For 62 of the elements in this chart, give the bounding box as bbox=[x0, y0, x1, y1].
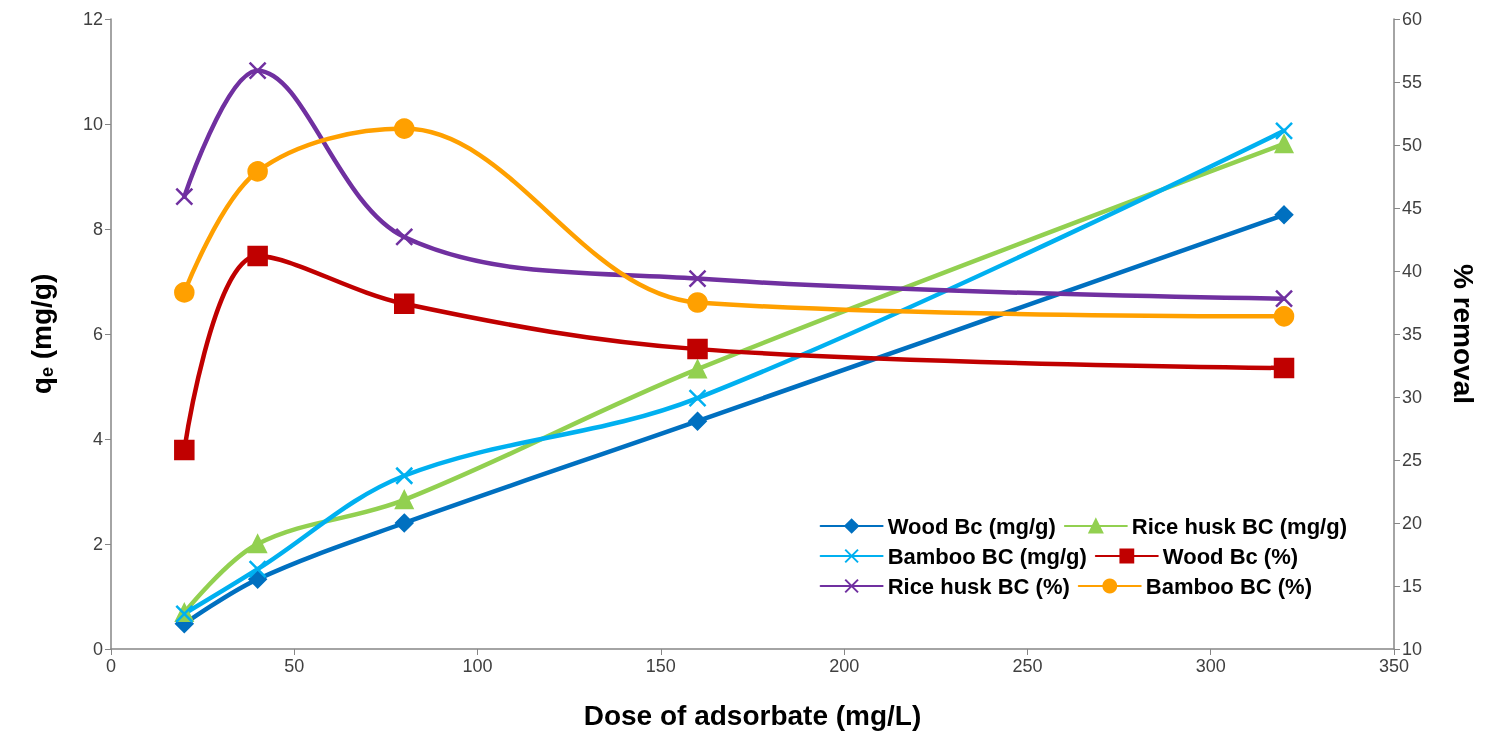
point bbox=[1274, 289, 1294, 308]
point bbox=[175, 187, 194, 206]
x-tick-label: 100 bbox=[462, 656, 493, 676]
point bbox=[394, 118, 415, 139]
y2-tick-label: 45 bbox=[1402, 198, 1423, 218]
y2-axis-title: % removal bbox=[1447, 263, 1479, 405]
point bbox=[1274, 205, 1294, 225]
legend-label: Wood Bc (%) bbox=[1162, 543, 1299, 569]
y-tick-label: 8 bbox=[92, 219, 103, 239]
point bbox=[1273, 357, 1295, 379]
x-tick-label: 50 bbox=[284, 656, 305, 676]
x-tick-label: 250 bbox=[1012, 656, 1043, 676]
point bbox=[395, 227, 414, 247]
y2-tick-label: 35 bbox=[1402, 324, 1423, 344]
y-tick-label: 6 bbox=[92, 324, 103, 344]
legend-label: Bamboo BC (%) bbox=[1145, 573, 1312, 599]
y2-tick-label: 50 bbox=[1402, 135, 1423, 155]
point bbox=[395, 490, 414, 510]
x-tick-label: 150 bbox=[645, 656, 676, 676]
y2-tick-label: 10 bbox=[1402, 639, 1423, 659]
point bbox=[247, 245, 268, 267]
point bbox=[687, 338, 708, 360]
y2-tick-label: 40 bbox=[1402, 261, 1423, 281]
y-tick-label: 12 bbox=[82, 9, 103, 29]
point bbox=[687, 292, 708, 313]
point bbox=[688, 388, 707, 408]
y2-tick-label: 60 bbox=[1402, 9, 1423, 29]
y2-tick-label: 30 bbox=[1402, 387, 1423, 407]
y-axis-title: qe (mg/g) bbox=[25, 273, 57, 395]
x-tick-label: 200 bbox=[829, 656, 860, 676]
point bbox=[688, 359, 707, 379]
x-tick-label: 0 bbox=[105, 656, 117, 676]
point bbox=[395, 466, 414, 485]
x-tick-label: 350 bbox=[1378, 656, 1410, 676]
point bbox=[688, 269, 707, 288]
legend-label: Rice husk BC (%) bbox=[887, 573, 1070, 599]
y2-tick-label: 55 bbox=[1402, 72, 1423, 92]
point bbox=[248, 534, 267, 554]
x-axis-title: Dose of adsorbate (mg/L) bbox=[583, 699, 922, 731]
point bbox=[688, 411, 707, 431]
point bbox=[248, 569, 267, 589]
point bbox=[1274, 134, 1294, 154]
point bbox=[1274, 121, 1294, 141]
y-tick-label: 2 bbox=[92, 534, 103, 554]
legend-label: Wood Bc (mg/g) bbox=[887, 513, 1056, 539]
legend-label: Bamboo BC (mg/g) bbox=[887, 543, 1087, 569]
legend-label: Rice husk BC (mg/g) bbox=[1131, 513, 1348, 539]
y-tick-label: 4 bbox=[92, 429, 103, 449]
point bbox=[174, 282, 195, 303]
point bbox=[247, 161, 268, 182]
point bbox=[174, 439, 195, 461]
point bbox=[1273, 306, 1295, 327]
y-tick-label: 10 bbox=[82, 114, 103, 134]
point bbox=[248, 559, 267, 579]
point bbox=[395, 513, 414, 533]
point bbox=[394, 293, 415, 315]
point bbox=[248, 61, 267, 80]
x-tick-label: 300 bbox=[1195, 656, 1226, 676]
y2-tick-label: 25 bbox=[1402, 450, 1423, 470]
y2-tick-label: 20 bbox=[1402, 513, 1423, 533]
y-tick-label: 0 bbox=[92, 639, 103, 659]
y2-tick-label: 15 bbox=[1402, 576, 1423, 596]
